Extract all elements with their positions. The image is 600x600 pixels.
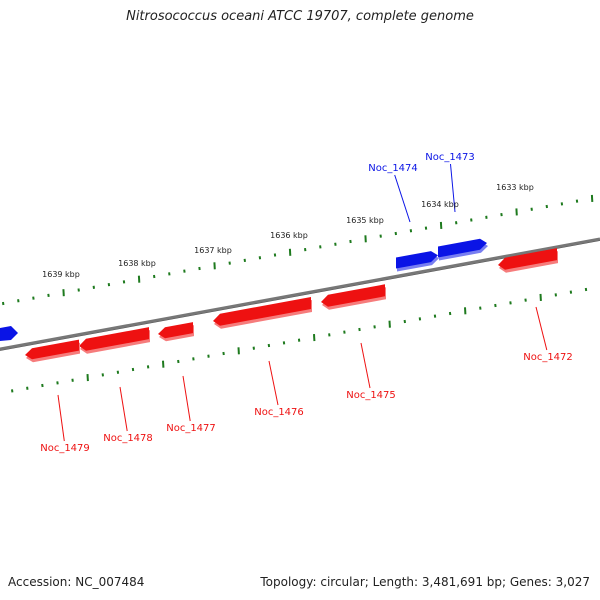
scale-label: 1634 kbp xyxy=(421,200,459,209)
topology-text: Topology: circular; Length: 3,481,691 bp… xyxy=(260,575,590,589)
labels: Noc_1472 Noc_1473 Noc_1474 Noc_1475 Noc_1476… xyxy=(40,152,573,454)
gene-arrow-body xyxy=(158,322,193,339)
noc-1473-arrow xyxy=(438,238,488,261)
map-title: Nitrosococcus oceani ATCC 19707, complet… xyxy=(126,9,474,24)
noc-1474-arrow xyxy=(396,251,439,272)
scale-label: 1633 kbp xyxy=(496,183,534,192)
noc-1475-label: Noc_1475 xyxy=(346,390,396,401)
noc-1475-leader xyxy=(360,342,371,389)
noc-1472-arrow xyxy=(498,248,558,273)
gene-arrow-body xyxy=(321,284,385,307)
noc-1478-label: Noc_1478 xyxy=(103,433,153,444)
noc-1475-arrow xyxy=(321,284,386,310)
scale-label: 1636 kbp xyxy=(270,231,308,240)
noc-1473-leader xyxy=(450,163,456,213)
noc-1479-label: Noc_1479 xyxy=(40,443,90,454)
noc-1473-label: Noc_1473 xyxy=(425,152,475,163)
noc-1474-label: Noc_1474 xyxy=(368,163,418,174)
noc-1479-arrow xyxy=(25,339,80,363)
gene-arrow-body xyxy=(79,327,149,351)
label-leaders xyxy=(57,163,548,442)
noc-1477-label: Noc_1477 xyxy=(166,423,216,434)
backbone-line xyxy=(0,237,600,351)
gene-arrow-body xyxy=(438,238,487,258)
inner-tick-ring xyxy=(11,287,588,393)
genome-backbone xyxy=(0,237,600,351)
noc-1472-label: Noc_1472 xyxy=(523,352,573,363)
noc-1478-leader xyxy=(119,386,128,432)
noc-1476-label: Noc_1476 xyxy=(254,407,304,418)
gene-arrow-body xyxy=(213,297,311,326)
noc-1476-arrow xyxy=(213,297,312,329)
outer-tick-ring xyxy=(2,194,594,306)
noc-1474-leader xyxy=(394,174,411,223)
noc-1472-leader xyxy=(535,306,548,351)
gene-arrow-body xyxy=(498,248,557,270)
noc-1477-leader xyxy=(182,375,191,422)
noc-1477-arrow xyxy=(158,322,194,342)
offscreen-forward-gene-arrow xyxy=(0,326,18,341)
scale-label: 1635 kbp xyxy=(346,216,384,225)
scale-label: 1639 kbp xyxy=(42,270,80,279)
gene-features xyxy=(0,238,558,363)
accession-text: Accession: NC_007484 xyxy=(8,575,145,589)
gene-arrow-body xyxy=(25,339,79,360)
gene-arrow-body xyxy=(396,251,438,269)
noc-1479-leader xyxy=(57,394,65,442)
noc-1476-leader xyxy=(268,360,279,406)
noc-1478-arrow xyxy=(79,327,150,354)
scale-label: 1637 kbp xyxy=(194,246,232,255)
scale-label: 1638 kbp xyxy=(118,259,156,268)
